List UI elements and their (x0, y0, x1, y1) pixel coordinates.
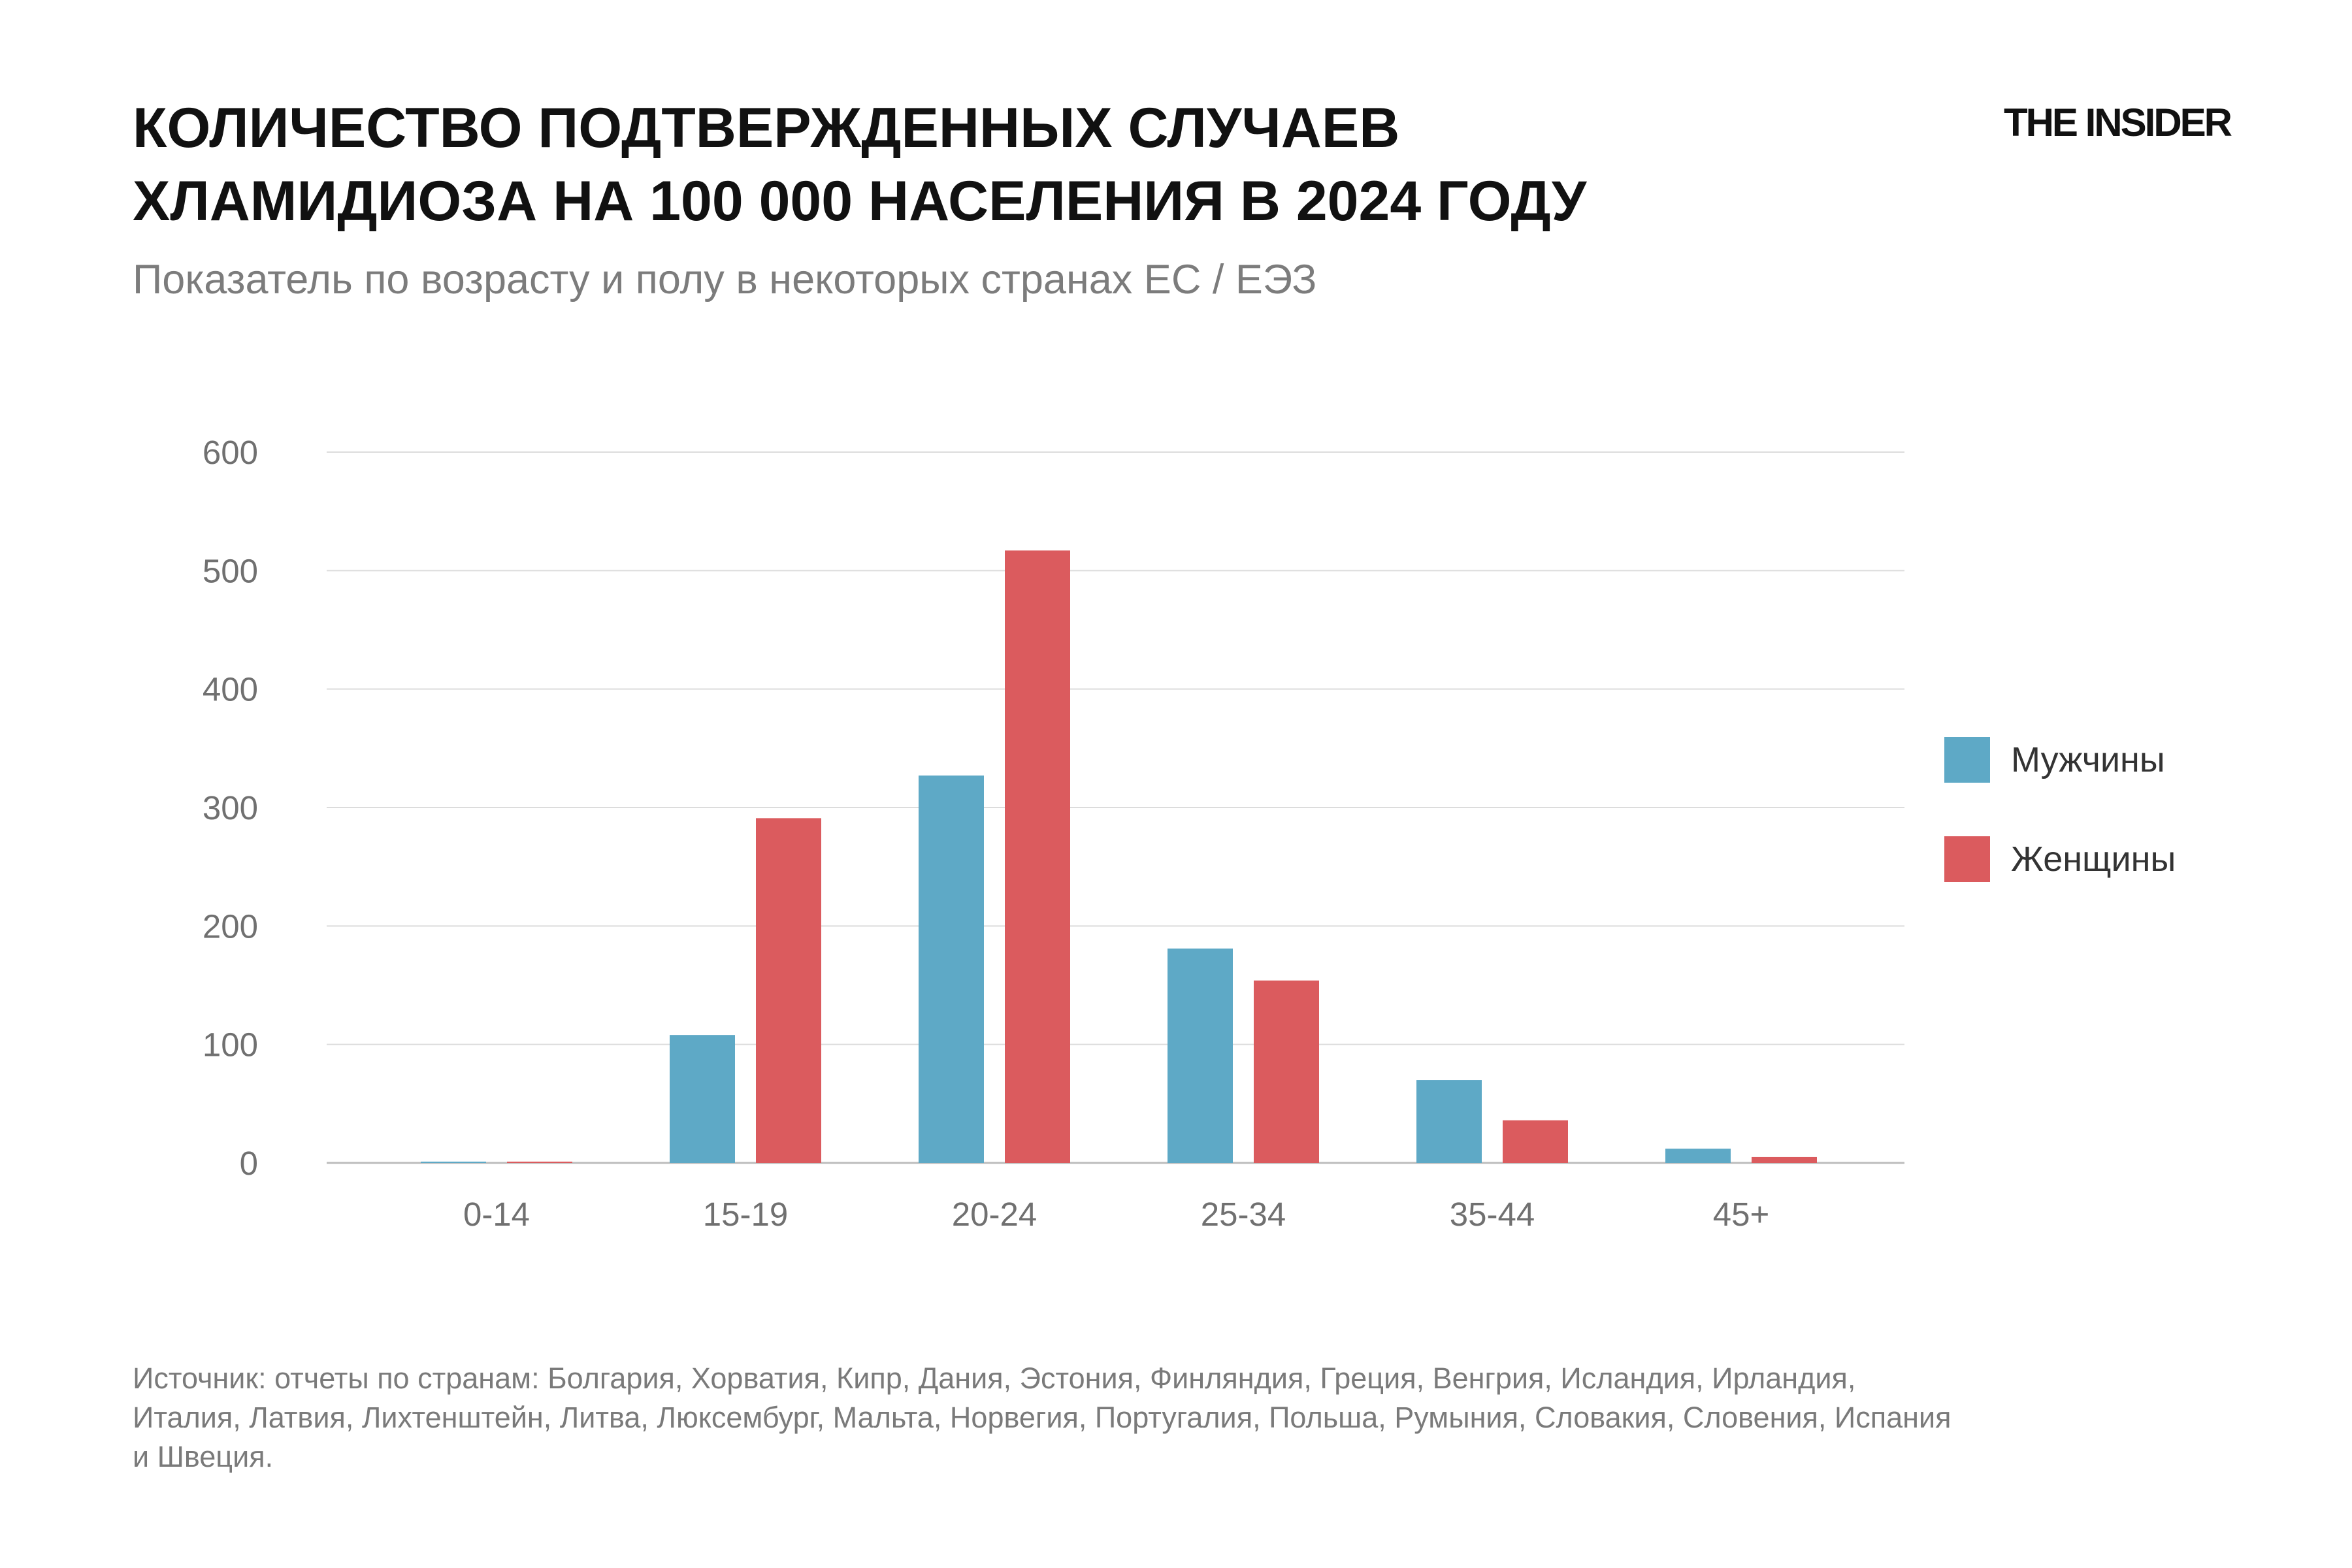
chart-title-line-2: ХЛАМИДИОЗА НА 100 000 НАСЕЛЕНИЯ В 2024 Г… (133, 170, 1587, 233)
bar-women-45+ (1752, 1156, 1817, 1163)
bar-men-35-44 (1416, 1080, 1482, 1163)
bar-men-15-19 (670, 1035, 735, 1163)
bar-men-45+ (1665, 1149, 1731, 1163)
x-tick-label: 20-24 (952, 1196, 1037, 1233)
x-tick-label: 25-34 (1201, 1196, 1286, 1233)
y-tick-label: 100 (203, 1026, 258, 1064)
bar-men-25-34 (1168, 948, 1233, 1163)
chart-bars (421, 550, 1817, 1163)
legend-swatch-men (1944, 737, 1990, 783)
x-tick-label: 0-14 (463, 1196, 530, 1233)
chart-gridlines (327, 451, 1904, 1164)
bar-women-25-34 (1254, 980, 1319, 1163)
x-tick-label: 45+ (1713, 1196, 1770, 1233)
bar-men-20-24 (919, 776, 984, 1163)
y-tick-label: 500 (203, 552, 258, 589)
source-line-1: Источник: отчеты по странам: Болгария, Х… (133, 1362, 1856, 1395)
chart-title-line-1: КОЛИЧЕСТВО ПОДТВЕРЖДЕННЫХ СЛУЧАЕВ (133, 97, 1400, 159)
bar-women-20-24 (1005, 550, 1070, 1163)
legend-item-women: Женщины (1944, 836, 2176, 882)
brand-logo: THE INSIDER (2003, 101, 2232, 144)
chart-legend: Мужчины Женщины (1944, 737, 2176, 936)
bar-women-0-14 (507, 1162, 572, 1163)
y-axis-ticks: 0 100 200 300 400 500 600 (203, 434, 258, 1182)
y-tick-label: 300 (203, 789, 258, 826)
y-tick-label: 600 (203, 434, 258, 471)
legend-label-women: Женщины (2011, 840, 2176, 879)
x-tick-label: 35-44 (1450, 1196, 1535, 1233)
bar-women-35-44 (1503, 1120, 1568, 1163)
legend-label-men: Мужчины (2011, 740, 2165, 779)
chart-title: КОЛИЧЕСТВО ПОДТВЕРЖДЕННЫХ СЛУЧАЕВ ХЛАМИД… (133, 91, 1897, 238)
x-tick-label: 15-19 (703, 1196, 788, 1233)
y-tick-label: 400 (203, 671, 258, 708)
source-line-3: и Швеция. (133, 1440, 274, 1473)
x-axis-ticks: 0-14 15-19 20-24 25-34 35-44 45+ (463, 1196, 1769, 1233)
chart-subtitle: Показатель по возрасту и полу в некоторы… (133, 257, 1317, 302)
y-tick-label: 200 (203, 907, 258, 945)
bar-women-15-19 (756, 818, 821, 1163)
bar-men-0-14 (421, 1162, 486, 1163)
source-line-2: Италия, Латвия, Лихтенштейн, Литва, Люкс… (133, 1401, 1952, 1434)
legend-item-men: Мужчины (1944, 737, 2176, 783)
y-tick-label: 0 (240, 1145, 258, 1182)
legend-swatch-women (1944, 836, 1990, 882)
source-note: Источник: отчеты по странам: Болгария, Х… (133, 1359, 2243, 1477)
